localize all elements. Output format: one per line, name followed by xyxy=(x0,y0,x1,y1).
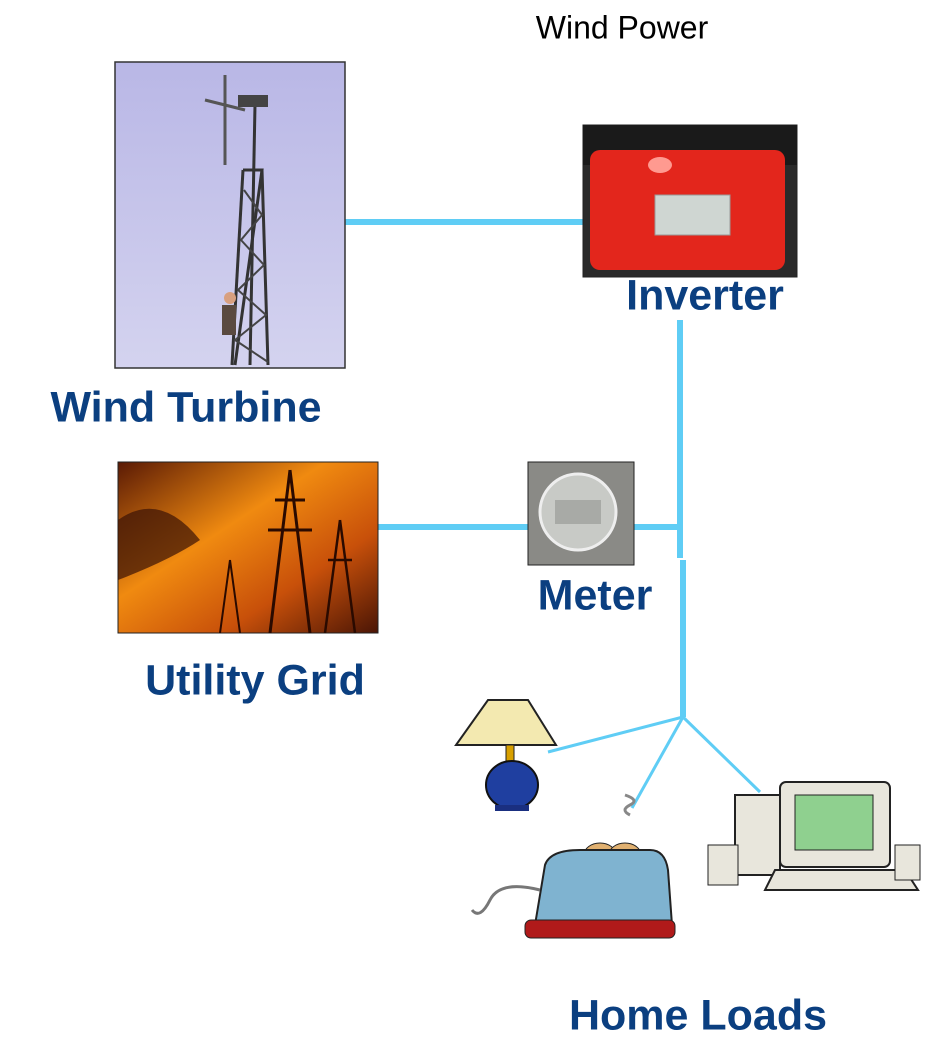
computer-icon xyxy=(708,782,920,890)
title: Wind Power xyxy=(536,9,709,45)
wind-turbine-image xyxy=(115,62,345,368)
node-label: Inverter xyxy=(626,271,784,319)
inverter-image xyxy=(583,125,797,277)
utility-grid-image xyxy=(118,462,378,633)
lamp-icon xyxy=(456,700,556,811)
diagram: Wind Power xyxy=(0,0,928,1039)
node-label: Home Loads xyxy=(569,991,827,1039)
node-label: Utility Grid xyxy=(145,656,365,704)
meter-image xyxy=(528,462,634,565)
node-label: Wind Turbine xyxy=(50,383,321,431)
page: {"title": "Wind Power", "nodes": [ {"lab… xyxy=(0,0,928,1039)
toaster-icon xyxy=(472,795,675,938)
node-label: Meter xyxy=(538,571,653,619)
